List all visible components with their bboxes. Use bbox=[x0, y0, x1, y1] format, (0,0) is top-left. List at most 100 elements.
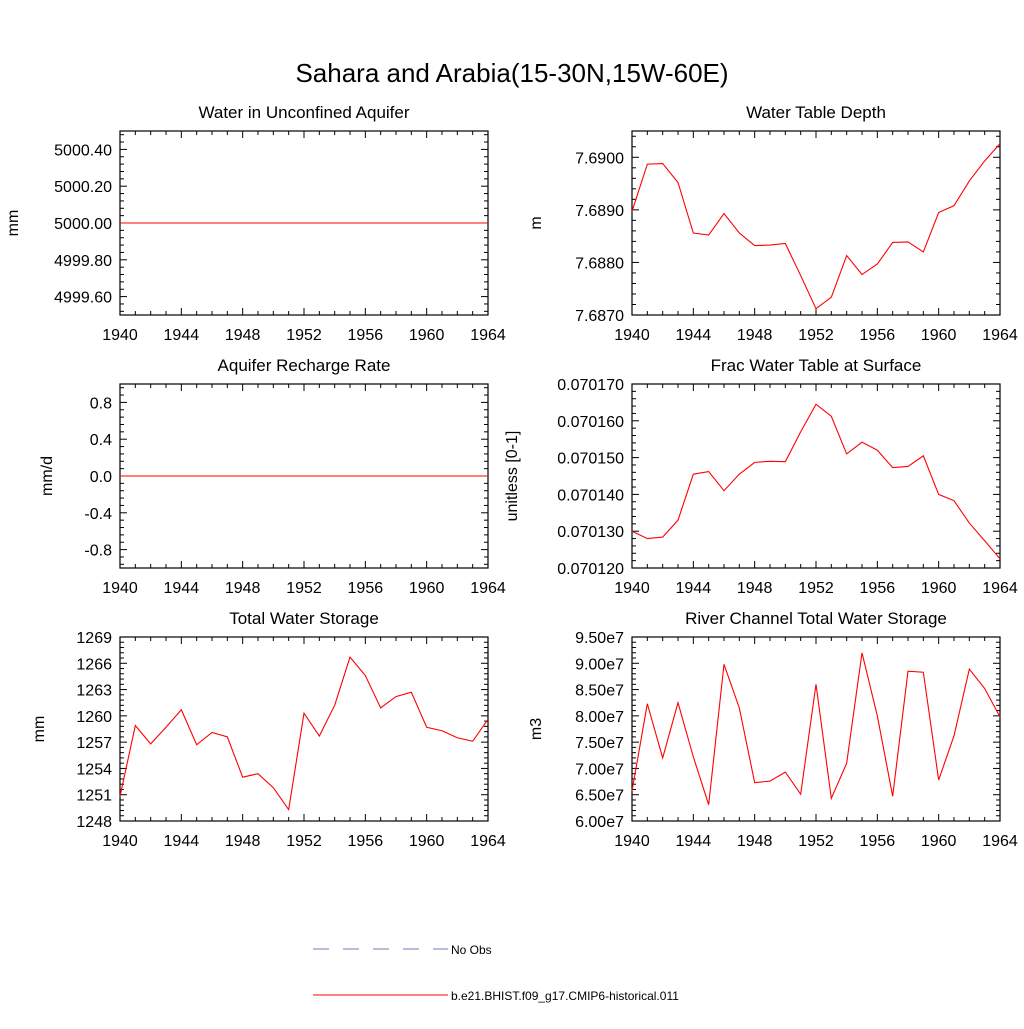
x-tick-label: 1952 bbox=[798, 327, 834, 344]
y-tick-label: 7.6880 bbox=[575, 255, 624, 272]
x-tick-label: 1956 bbox=[860, 833, 896, 850]
y-tick-label: 5000.40 bbox=[54, 142, 112, 159]
figure-title: Sahara and Arabia(15-30N,15W-60E) bbox=[295, 58, 728, 88]
x-tick-label: 1948 bbox=[225, 580, 261, 597]
panel-title: River Channel Total Water Storage bbox=[685, 609, 947, 628]
plot-frame bbox=[631, 383, 1001, 569]
panel-title: Aquifer Recharge Rate bbox=[218, 356, 391, 375]
x-tick-label: 1960 bbox=[921, 580, 957, 597]
y-tick-label: 9.50e7 bbox=[575, 630, 624, 647]
plot-frame bbox=[631, 636, 1001, 822]
x-tick-label: 1960 bbox=[409, 833, 445, 850]
x-ticks bbox=[119, 637, 489, 821]
x-tick-label: 1952 bbox=[286, 327, 322, 344]
x-tick-label: 1956 bbox=[348, 580, 384, 597]
x-tick-label: 1960 bbox=[409, 327, 445, 344]
y-tick-label: 1263 bbox=[76, 683, 112, 700]
x-tick-label: 1956 bbox=[348, 327, 384, 344]
y-tick-label: 0.070130 bbox=[557, 524, 624, 541]
chart-panel-4: Frac Water Table at Surface 1940 1944 1948 1… bbox=[504, 356, 1018, 597]
x-tick-label: 1944 bbox=[676, 580, 712, 597]
series-line bbox=[631, 143, 1001, 310]
y-axis-label: m3 bbox=[528, 718, 545, 740]
x-tick-label: 1940 bbox=[614, 580, 650, 597]
y-ticks bbox=[632, 135, 1000, 316]
x-tick-label: 1964 bbox=[982, 580, 1018, 597]
y-tick-label: 1257 bbox=[76, 735, 112, 752]
x-tick-label: 1948 bbox=[737, 833, 773, 850]
x-tick-label: 1940 bbox=[614, 833, 650, 850]
y-tick-label: 0.4 bbox=[90, 432, 112, 449]
y-tick-label: 7.50e7 bbox=[575, 735, 624, 752]
y-tick-label: -0.8 bbox=[84, 543, 112, 560]
x-tick-label: 1940 bbox=[102, 833, 138, 850]
y-tick-label: 0.070140 bbox=[557, 487, 624, 504]
y-ticks bbox=[632, 383, 1000, 569]
x-tick-label: 1944 bbox=[676, 833, 712, 850]
chart-panel-6: River Channel Total Water Storage 1940 194… bbox=[528, 609, 1018, 850]
x-tick-label: 1964 bbox=[470, 833, 506, 850]
x-tick-label: 1944 bbox=[676, 327, 712, 344]
x-tick-label: 1948 bbox=[737, 580, 773, 597]
chart-panel-1: Water in Unconfined Aquifer 1940 1944 1948 1… bbox=[5, 103, 506, 344]
y-axis-label: m bbox=[528, 216, 545, 229]
panel-title: Frac Water Table at Surface bbox=[711, 356, 922, 375]
y-tick-label: 0.8 bbox=[90, 395, 112, 412]
y-tick-label: 1266 bbox=[76, 656, 112, 673]
x-tick-label: 1944 bbox=[164, 833, 200, 850]
x-tick-label: 1960 bbox=[921, 833, 957, 850]
x-tick-label: 1952 bbox=[798, 833, 834, 850]
x-tick-label: 1956 bbox=[348, 833, 384, 850]
y-tick-label: 5000.20 bbox=[54, 179, 112, 196]
chart-panel-5: Total Water Storage 1940 1944 1948 1952 1956 1… bbox=[31, 609, 506, 850]
y-ticks bbox=[632, 636, 1000, 822]
x-ticks bbox=[631, 384, 1001, 568]
y-axis-label: unitless [0-1] bbox=[504, 431, 521, 522]
y-tick-label: 9.00e7 bbox=[575, 656, 624, 673]
panel-title: Total Water Storage bbox=[229, 609, 379, 628]
x-tick-label: 1960 bbox=[409, 580, 445, 597]
y-tick-label: 0.070150 bbox=[557, 451, 624, 468]
y-axis-label: mm bbox=[31, 716, 48, 743]
x-tick-label: 1948 bbox=[225, 833, 261, 850]
x-ticks bbox=[119, 384, 489, 568]
x-tick-label: 1952 bbox=[286, 833, 322, 850]
x-ticks bbox=[119, 131, 489, 315]
x-tick-label: 1952 bbox=[286, 580, 322, 597]
x-ticks bbox=[631, 131, 1001, 315]
x-tick-label: 1964 bbox=[982, 833, 1018, 850]
panels: Water in Unconfined Aquifer 1940 1944 1948 1… bbox=[5, 103, 1018, 850]
x-tick-label: 1964 bbox=[470, 580, 506, 597]
y-tick-label: 0.070120 bbox=[557, 561, 624, 578]
x-tick-label: 1956 bbox=[860, 327, 896, 344]
y-tick-label: 1260 bbox=[76, 709, 112, 726]
y-tick-label: 0.070160 bbox=[557, 414, 624, 431]
legend: No Obs b.e21.BHIST.f09_g17.CMIP6-historic… bbox=[313, 943, 679, 1003]
y-tick-label: 6.00e7 bbox=[575, 814, 624, 831]
x-tick-label: 1948 bbox=[225, 327, 261, 344]
y-tick-label: 1269 bbox=[76, 630, 112, 647]
x-tick-label: 1940 bbox=[102, 327, 138, 344]
x-tick-label: 1956 bbox=[860, 580, 896, 597]
x-tick-label: 1948 bbox=[737, 327, 773, 344]
panel-title: Water Table Depth bbox=[746, 103, 886, 122]
chart-panel-2: Water Table Depth 1940 1944 1948 1952 1956 196… bbox=[528, 103, 1018, 344]
x-tick-label: 1944 bbox=[164, 580, 200, 597]
y-tick-label: 0.070170 bbox=[557, 377, 624, 394]
x-ticks bbox=[631, 637, 1001, 821]
y-tick-label: 6.50e7 bbox=[575, 788, 624, 805]
plot-frame bbox=[631, 130, 1001, 316]
y-tick-label: 5000.00 bbox=[54, 216, 112, 233]
y-tick-label: 8.50e7 bbox=[575, 683, 624, 700]
x-tick-label: 1952 bbox=[798, 580, 834, 597]
y-tick-label: 4999.80 bbox=[54, 253, 112, 270]
series-line bbox=[119, 656, 489, 812]
y-tick-label: -0.4 bbox=[84, 506, 112, 523]
panel-title: Water in Unconfined Aquifer bbox=[198, 103, 409, 122]
x-tick-label: 1964 bbox=[470, 327, 506, 344]
y-tick-label: 1251 bbox=[76, 788, 112, 805]
chart-panel-3: Aquifer Recharge Rate 1940 1944 1948 1952 195… bbox=[39, 356, 506, 597]
y-tick-label: 1248 bbox=[76, 814, 112, 831]
